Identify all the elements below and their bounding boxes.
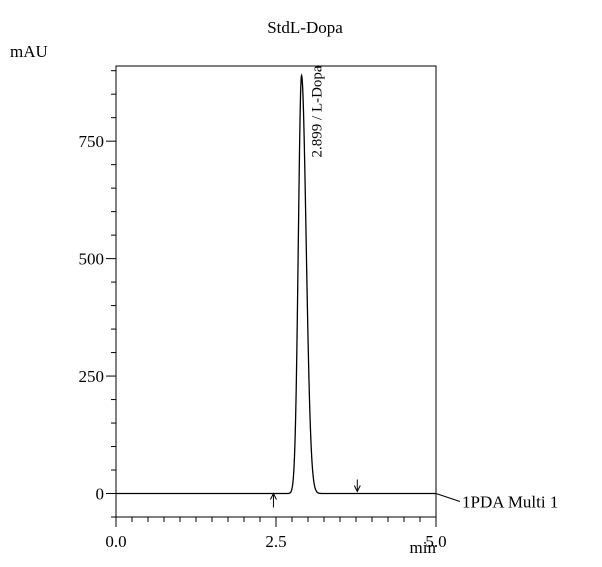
x-tick-label-1: 2.5 xyxy=(265,532,286,551)
legend-leader-line xyxy=(435,493,461,502)
y-tick-label-1: 250 xyxy=(79,367,105,386)
y-axis-label: mAU xyxy=(10,42,48,61)
x-tick-label-2: 5.0 xyxy=(425,532,446,551)
peak-annotation: 2.899 / L-Dopa xyxy=(310,65,326,157)
integration-end-arrowhead-1 xyxy=(353,485,361,493)
y-axis-ticks: 0 250 500 750 xyxy=(79,132,116,504)
y-tick-label-3: 750 xyxy=(79,132,105,151)
x-tick-label-0: 0.0 xyxy=(105,532,126,551)
plot-frame xyxy=(115,65,437,518)
chromatogram-trace xyxy=(116,73,436,495)
y-tick-label-0: 0 xyxy=(96,485,105,504)
y-tick-label-2: 500 xyxy=(79,250,105,269)
x-axis-ticks: 0.0 2.5 5.0 xyxy=(105,517,447,551)
integration-start-arrowhead-0 xyxy=(269,492,277,500)
integration-markers xyxy=(269,479,361,508)
x-axis-label: min xyxy=(410,538,437,557)
chart-title: StdL-Dopa xyxy=(267,18,343,37)
series-label: 1PDA Multi 1 xyxy=(462,493,558,512)
minor-ticks xyxy=(111,70,421,522)
